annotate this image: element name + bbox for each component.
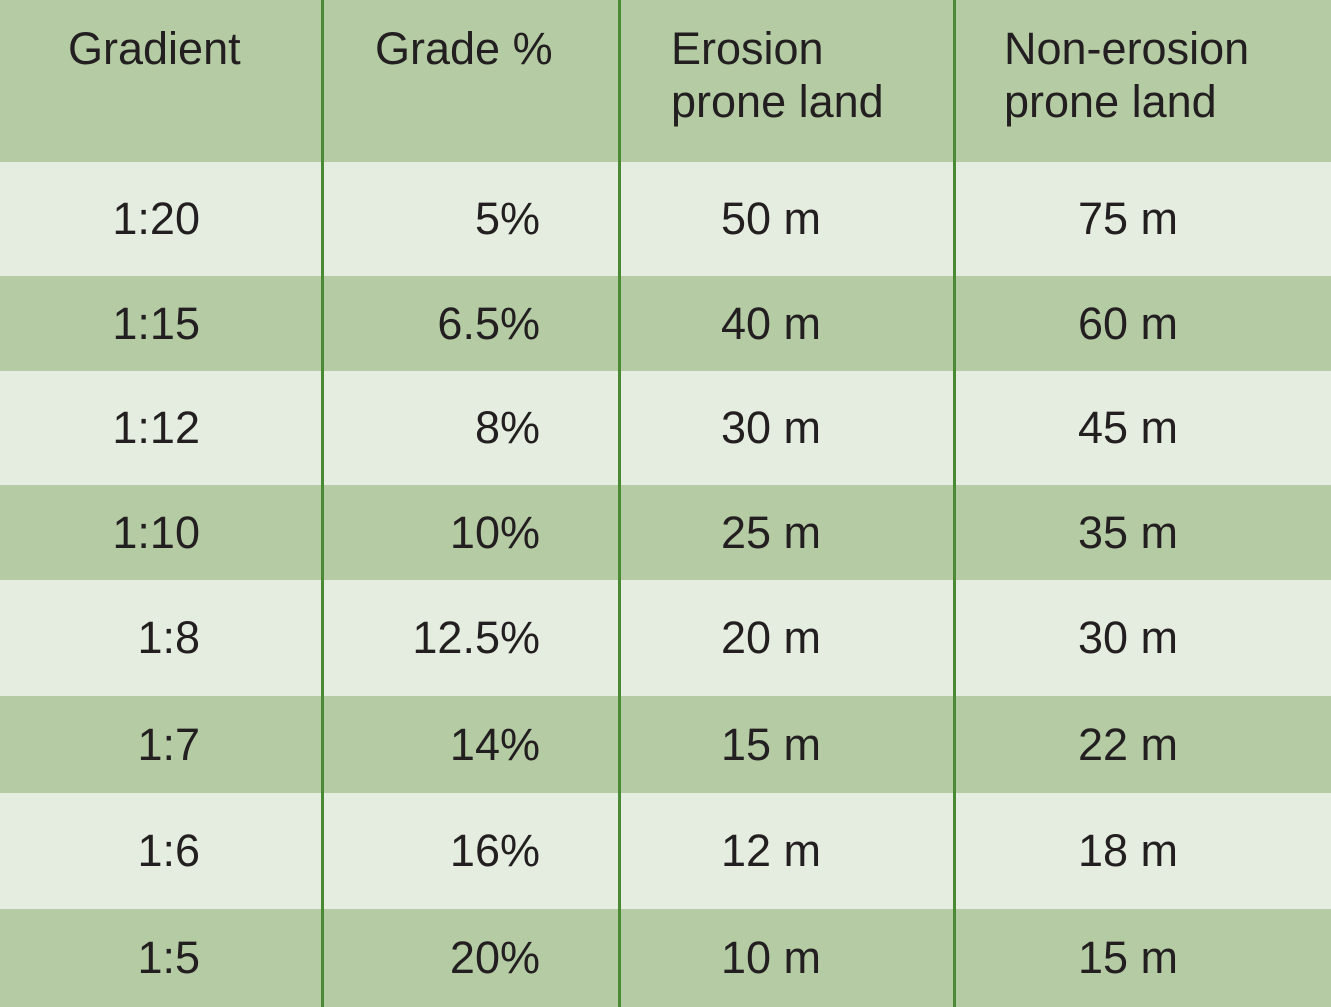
table-row: 1:12 8% 30 m 45 m [0,371,1331,485]
non-erosion-cell: 60 m [1077,297,1178,349]
grade-cell: 16% [449,825,540,876]
gradient-cell: 1:15 [112,297,200,349]
table-row: 1:7 14% 15 m 22 m [0,696,1331,793]
table-header: Gradient Grade % Erosion prone land Non-… [0,0,1331,162]
non-erosion-cell: 18 m [1077,825,1178,876]
header-non-erosion-prone-land: Non-erosion prone land [1004,23,1250,127]
erosion-cell: 10 m [720,932,821,983]
non-erosion-cell: 30 m [1077,612,1178,663]
non-erosion-cell: 35 m [1077,506,1178,558]
erosion-cell: 12 m [720,825,821,876]
header-grade: Grade % [375,23,553,74]
non-erosion-cell: 75 m [1077,193,1178,244]
header-erosion-prone-land: Erosion prone land [671,23,884,127]
grade-cell: 10% [449,506,540,558]
table-row: 1:15 6.5% 40 m 60 m [0,276,1331,371]
erosion-cell: 15 m [720,718,821,770]
erosion-cell: 25 m [720,506,821,558]
grade-cell: 14% [449,718,540,770]
table-row: 1:10 10% 25 m 35 m [0,485,1331,580]
non-erosion-cell: 22 m [1077,718,1178,770]
non-erosion-cell: 15 m [1077,932,1178,983]
grade-cell: 8% [474,402,540,453]
erosion-cell: 50 m [720,193,821,244]
grade-cell: 20% [449,932,540,983]
erosion-cell: 20 m [720,612,821,663]
gradient-cell: 1:10 [112,506,200,558]
column-divider [618,0,621,1007]
grade-cell: 5% [474,193,540,244]
table-row: 1:5 20% 10 m 15 m [0,909,1331,1007]
gradient-cell: 1:7 [137,718,200,770]
erosion-cell: 40 m [720,297,821,349]
table-row: 1:20 5% 50 m 75 m [0,162,1331,276]
gradient-cell: 1:5 [137,932,200,983]
erosion-cell: 30 m [720,402,821,453]
table-row: 1:6 16% 12 m 18 m [0,793,1331,909]
column-divider [953,0,956,1007]
table-row: 1:8 12.5% 20 m 30 m [0,580,1331,696]
gradient-cell: 1:12 [112,402,200,453]
gradient-cell: 1:20 [112,193,200,244]
non-erosion-cell: 45 m [1077,402,1178,453]
column-divider [321,0,324,1007]
grade-cell: 12.5% [412,612,540,663]
gradient-cell: 1:6 [137,825,200,876]
grade-cell: 6.5% [437,297,540,349]
header-gradient: Gradient [68,23,241,74]
gradient-cell: 1:8 [137,612,200,663]
